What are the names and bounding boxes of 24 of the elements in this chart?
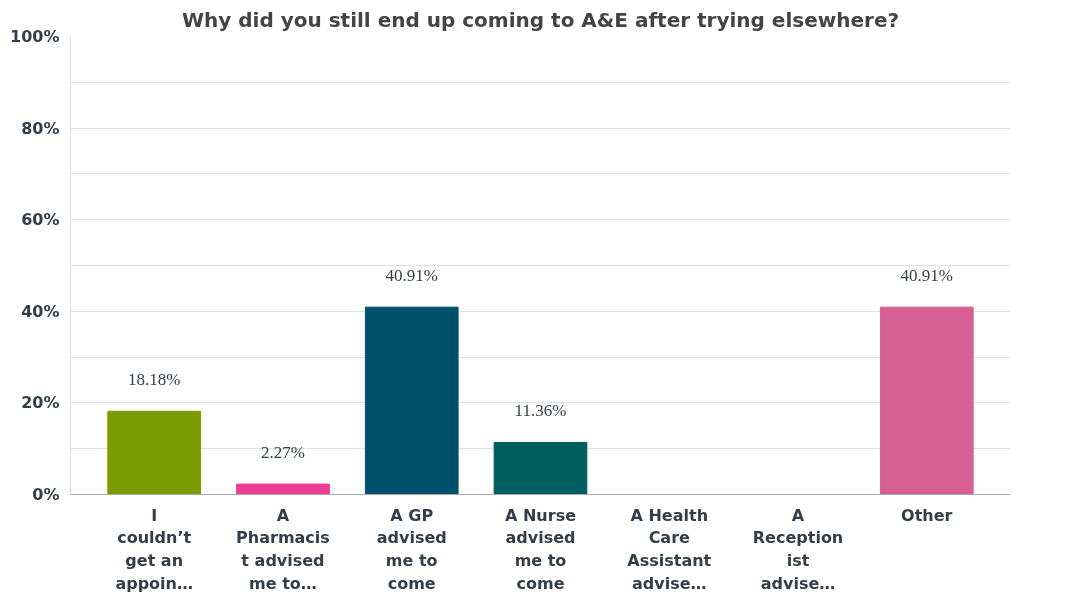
- x-tick-label: A GP advised me to come: [376, 505, 447, 593]
- x-tick-label: I couldn’t get an appoin…: [115, 505, 193, 593]
- bar: [364, 306, 459, 495]
- y-tick-label: 0%: [32, 485, 60, 504]
- bar: [236, 483, 330, 495]
- y-tick-label: 40%: [21, 301, 60, 321]
- bar: [879, 306, 974, 495]
- chart-title: Why did you still end up coming to A&E after trying elsewhere?: [181, 7, 900, 32]
- y-tick-label: 20%: [21, 393, 60, 413]
- y-tick-label: 100%: [10, 27, 60, 46]
- data-label: 11.36%: [514, 401, 567, 421]
- x-tick-label: A Pharmacis t advised me to…: [236, 505, 330, 593]
- bar: [107, 410, 202, 495]
- x-tick-label: A Reception ist advise…: [752, 505, 844, 593]
- x-tick-label: Other: [901, 505, 953, 525]
- data-label: 18.18%: [127, 370, 181, 390]
- x-tick-label: A Health Care Assistant advise…: [627, 505, 712, 593]
- data-label: 2.27%: [261, 443, 305, 463]
- bar: [493, 441, 588, 495]
- y-tick-label: 80%: [21, 118, 60, 138]
- data-label: 40.91%: [900, 266, 954, 286]
- y-tick-label: 60%: [21, 210, 60, 230]
- x-tick-label: A Nurse advised me to come: [505, 505, 577, 593]
- data-label: 40.91%: [385, 266, 438, 286]
